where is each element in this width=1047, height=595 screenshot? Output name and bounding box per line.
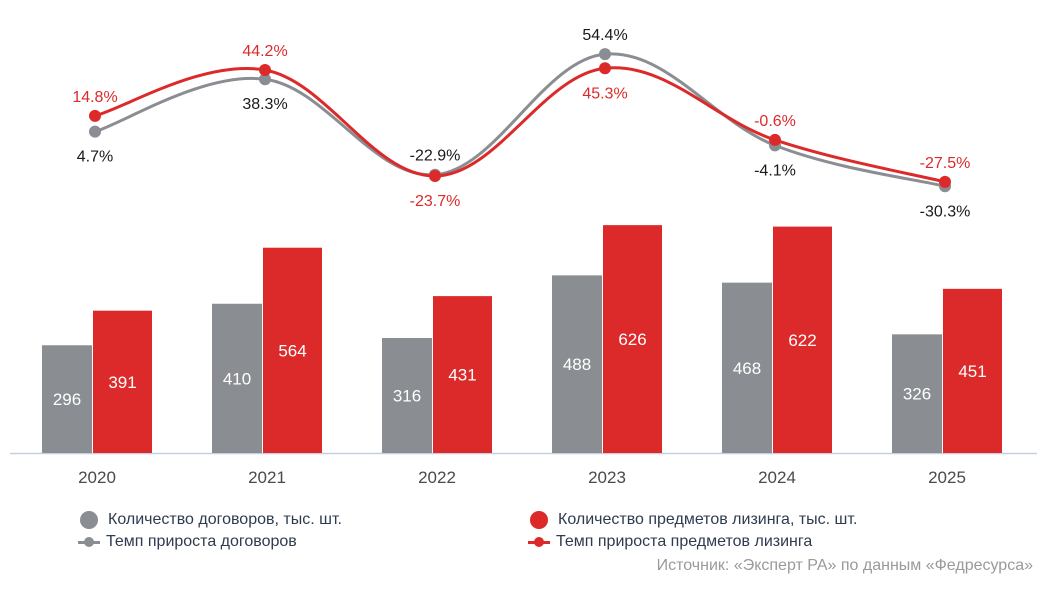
bar-items [773, 226, 832, 453]
line-point [599, 48, 611, 61]
bar-value-label: 451 [958, 362, 986, 381]
bar-value-label: 622 [788, 331, 816, 350]
bar-items [263, 247, 322, 453]
line-point [89, 109, 101, 122]
bar-items [943, 288, 1002, 453]
x-tick-label: 2023 [588, 468, 626, 487]
x-tick-label: 2024 [758, 468, 796, 487]
bar-value-label: 391 [108, 373, 136, 392]
red-circle-icon [530, 511, 548, 529]
bar-value-label: 488 [563, 355, 591, 374]
source-note: Источник: «Эксперт РА» по данным «Федрес… [656, 557, 1033, 574]
bar-contracts [552, 275, 602, 453]
line-items-growth [94, 66, 946, 184]
red-line-marker-icon [528, 536, 550, 548]
line-value-label: -30.3% [920, 203, 971, 220]
legend-item-contracts: Количество договоров, тыс. шт. [80, 511, 342, 529]
bar-value-label: 316 [393, 386, 421, 405]
line-value-label: -23.7% [410, 193, 461, 210]
line-value-label: -4.1% [754, 162, 796, 179]
bar-items [433, 296, 492, 453]
line-value-label: 45.3% [582, 85, 627, 102]
line-contracts-growth [94, 52, 946, 188]
bar-value-label: 564 [278, 341, 306, 360]
legend-label: Количество предметов лизинга, тыс. шт. [558, 511, 858, 528]
line-value-label: -27.5% [920, 155, 971, 172]
legend-label: Темп прироста предметов лизинга [556, 533, 813, 550]
bar-value-label: 468 [733, 359, 761, 378]
bar-value-label: 626 [618, 330, 646, 349]
bar-contracts [42, 345, 92, 453]
legend-item-items: Количество предметов лизинга, тыс. шт. [530, 511, 857, 529]
bar-contracts [892, 334, 942, 453]
line-value-label: -22.9% [410, 148, 461, 165]
line-point [89, 125, 101, 138]
legend-item-contracts-growth: Темп прироста договоров [78, 533, 297, 551]
gray-circle-icon [80, 511, 98, 529]
bar-value-label: 431 [448, 366, 476, 385]
x-tick-label: 2022 [418, 468, 456, 487]
chart: 2020 296 391 2021 410 564 2022 316 431 2023 488 626… [10, 27, 1037, 487]
legend-label: Темп прироста договоров [106, 533, 297, 550]
x-tick-label: 2025 [928, 468, 966, 487]
x-tick-label: 2021 [248, 468, 286, 487]
bar-value-label: 296 [53, 390, 81, 409]
legend-item-items-growth: Темп прироста предметов лизинга [528, 533, 812, 551]
line-value-label: 14.8% [72, 89, 117, 106]
line-point [599, 62, 611, 75]
line-value-label: 38.3% [242, 96, 287, 113]
line-value-label: -0.6% [754, 113, 796, 130]
line-value-label: 44.2% [242, 43, 287, 60]
bar-items [93, 310, 152, 453]
bar-contracts [212, 303, 262, 453]
bar-value-label: 326 [903, 385, 931, 404]
bar-value-label: 410 [223, 369, 251, 388]
x-tick-label: 2020 [78, 468, 116, 487]
line-point [939, 175, 951, 188]
line-value-label: 4.7% [77, 149, 113, 166]
bar-items [603, 225, 662, 453]
bar-contracts [382, 337, 432, 453]
gray-line-marker-icon [78, 536, 100, 548]
line-point [259, 73, 271, 86]
line-value-label: 54.4% [582, 27, 627, 44]
line-point [429, 169, 441, 182]
line-point [259, 64, 271, 77]
line-point [769, 133, 781, 146]
bar-contracts [722, 282, 772, 453]
legend-label: Количество договоров, тыс. шт. [108, 511, 342, 528]
